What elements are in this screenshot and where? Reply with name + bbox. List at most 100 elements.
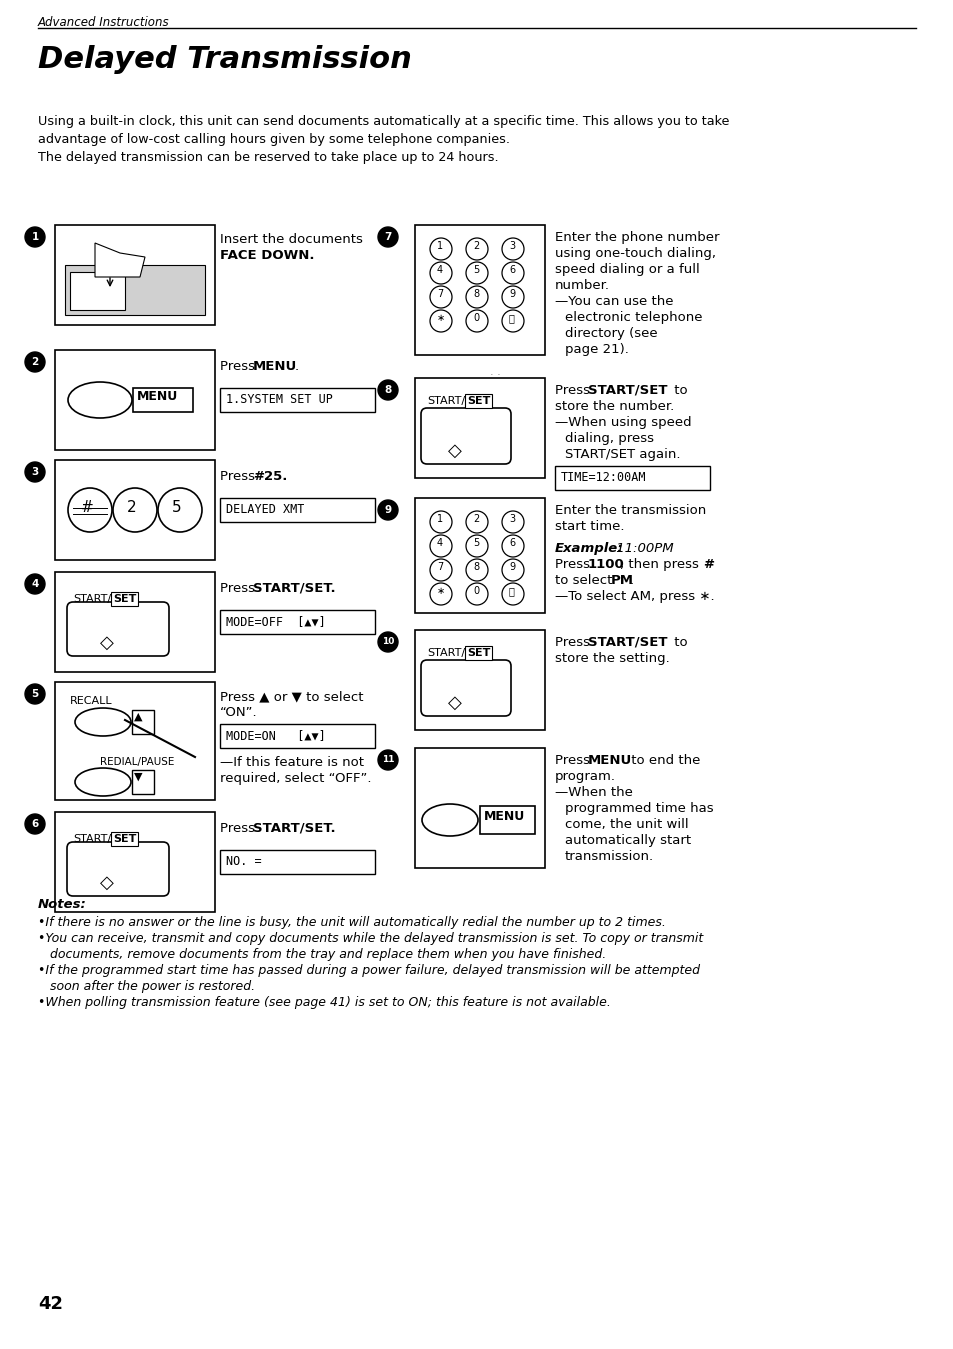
Text: 3: 3 [31, 467, 38, 478]
Text: 1: 1 [436, 241, 442, 251]
FancyBboxPatch shape [67, 842, 169, 896]
Circle shape [25, 461, 45, 482]
Text: —You can use the: —You can use the [555, 295, 673, 308]
Bar [415, 378, 544, 478]
Circle shape [430, 237, 452, 260]
Text: store the number.: store the number. [555, 401, 674, 413]
Text: Press: Press [555, 384, 594, 397]
Text: MENU: MENU [253, 360, 297, 374]
Text: 11:00PM: 11:00PM [612, 542, 673, 554]
Bar [55, 460, 214, 560]
Circle shape [465, 286, 488, 308]
Text: 7: 7 [436, 289, 443, 299]
Bar [415, 498, 544, 612]
Polygon shape [95, 243, 145, 277]
Text: SET: SET [467, 648, 490, 658]
Circle shape [501, 511, 523, 533]
Text: SET: SET [467, 397, 490, 406]
Circle shape [377, 500, 397, 519]
Circle shape [25, 575, 45, 594]
Bar [220, 610, 375, 634]
Text: SET: SET [112, 834, 136, 844]
Circle shape [158, 488, 202, 532]
Ellipse shape [68, 382, 132, 418]
Text: documents, remove documents from the tray and replace them when you have finishe: documents, remove documents from the tra… [38, 948, 605, 960]
Circle shape [501, 583, 523, 604]
Text: •If the programmed start time has passed during a power failure, delayed transmi: •If the programmed start time has passed… [38, 965, 700, 977]
Text: 5: 5 [473, 538, 478, 548]
Text: MODE=ON   [▲▼]: MODE=ON [▲▼] [226, 728, 325, 742]
Text: START/SET.: START/SET. [253, 822, 335, 835]
Text: •If there is no answer or the line is busy, the unit will automatically redial t: •If there is no answer or the line is bu… [38, 916, 665, 929]
Text: store the setting.: store the setting. [555, 652, 669, 665]
Text: Press: Press [555, 558, 594, 571]
Text: 5: 5 [473, 264, 478, 275]
Text: ◇: ◇ [100, 874, 113, 892]
Text: 6: 6 [509, 264, 515, 275]
Text: —If this feature is not: —If this feature is not [220, 755, 364, 769]
Bar [55, 225, 214, 325]
Text: page 21).: page 21). [564, 343, 628, 356]
Text: 4: 4 [436, 538, 442, 548]
Text: Press: Press [220, 469, 259, 483]
Text: Press: Press [555, 635, 594, 649]
Text: MENU: MENU [137, 390, 178, 403]
Text: 10: 10 [381, 638, 394, 646]
Text: RECALL: RECALL [70, 696, 112, 706]
Text: Press: Press [555, 754, 594, 768]
Text: 6: 6 [31, 819, 38, 830]
Circle shape [501, 262, 523, 285]
Bar [55, 812, 214, 912]
Text: —When using speed: —When using speed [555, 415, 691, 429]
Text: ∗: ∗ [436, 585, 445, 596]
Bar [55, 572, 214, 672]
Text: ◇: ◇ [448, 693, 461, 712]
Text: to end the: to end the [626, 754, 700, 768]
Text: directory (see: directory (see [564, 326, 657, 340]
Bar [220, 724, 375, 747]
Text: programmed time has: programmed time has [564, 803, 713, 815]
Text: START/SET: START/SET [587, 384, 667, 397]
Text: speed dialing or a full: speed dialing or a full [555, 263, 699, 277]
Circle shape [430, 558, 452, 581]
Text: •When polling transmission feature (see page 41) is set to ON; this feature is n: •When polling transmission feature (see … [38, 996, 610, 1009]
Text: number.: number. [555, 279, 609, 291]
Circle shape [430, 511, 452, 533]
Bar [55, 349, 214, 451]
Text: Advanced Instructions: Advanced Instructions [38, 16, 170, 28]
FancyBboxPatch shape [420, 660, 511, 716]
Circle shape [430, 262, 452, 285]
Circle shape [501, 310, 523, 332]
Circle shape [377, 631, 397, 652]
Text: ⌗: ⌗ [509, 585, 515, 596]
Bar [479, 805, 535, 834]
Bar [415, 630, 544, 730]
Text: 2: 2 [473, 514, 478, 523]
Text: 9: 9 [509, 563, 515, 572]
Bar [220, 850, 375, 874]
Text: .: . [629, 575, 634, 587]
Text: FACE DOWN.: FACE DOWN. [220, 250, 314, 262]
Text: 2: 2 [31, 357, 38, 367]
Text: automatically start: automatically start [564, 834, 690, 847]
Text: 5: 5 [31, 689, 38, 699]
Text: START/: START/ [73, 594, 111, 604]
Ellipse shape [421, 804, 477, 836]
Text: PM: PM [610, 575, 634, 587]
Bar [132, 389, 193, 411]
Bar [555, 465, 709, 490]
Circle shape [465, 583, 488, 604]
Text: 4: 4 [436, 264, 442, 275]
Text: Enter the transmission: Enter the transmission [555, 505, 705, 517]
Text: —When the: —When the [555, 786, 632, 799]
Ellipse shape [75, 768, 131, 796]
FancyBboxPatch shape [420, 407, 511, 464]
Text: Press ▲ or ▼ to select: Press ▲ or ▼ to select [220, 689, 363, 703]
Text: ∗: ∗ [436, 313, 445, 322]
Text: to: to [669, 384, 687, 397]
Bar [415, 747, 544, 867]
Bar [132, 710, 153, 734]
Text: 4: 4 [31, 579, 39, 590]
Text: ⌗: ⌗ [509, 313, 515, 322]
Text: ◇: ◇ [100, 634, 113, 652]
